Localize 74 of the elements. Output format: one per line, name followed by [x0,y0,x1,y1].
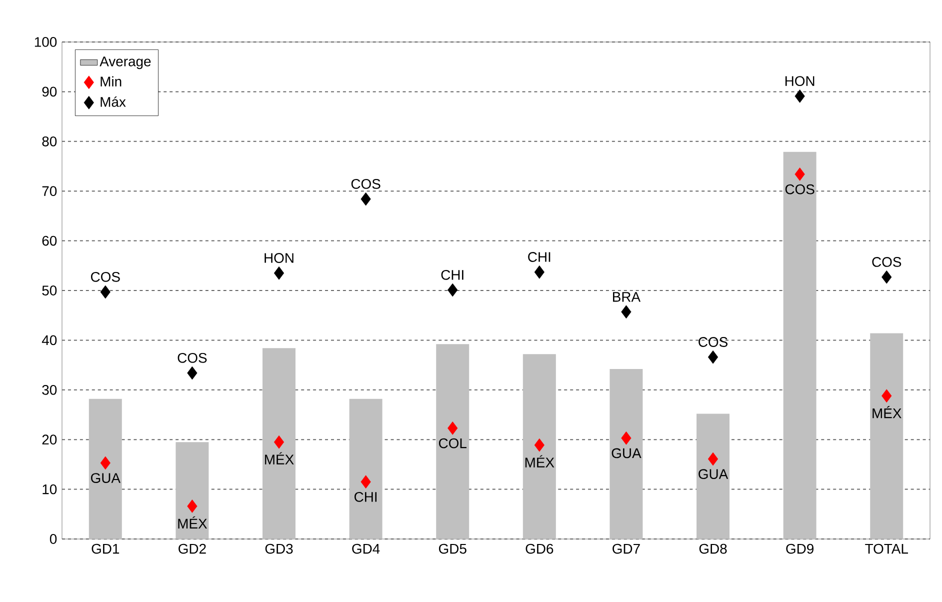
bar [262,348,296,539]
annotation: COS [178,352,207,363]
y-tick-label: 40 [42,335,57,346]
bar [522,354,556,539]
y-tick-label: 80 [42,136,57,146]
point [882,389,892,403]
annotation: COS [90,272,120,282]
point [360,475,371,489]
point [360,192,371,206]
x-tick-label: GD6 [526,544,554,554]
annotation: CHI [441,270,464,280]
annotation: GUA [698,469,728,480]
annotation: CHI [354,492,377,502]
y-tick-label: 20 [42,434,57,445]
point [794,168,805,181]
y-tick-label: 50 [42,286,57,296]
point [882,270,892,284]
y-tick-label: 0 [50,534,57,544]
x-tick-label: TOTAL [865,544,908,554]
x-tick-label: GD4 [352,544,380,554]
point [448,283,458,297]
y-tick-label: 90 [42,86,57,97]
annotation: MÉX [178,516,208,528]
bar [610,369,643,539]
annotation: HON [264,253,294,263]
legend-label: Máx [100,96,126,107]
point [274,435,284,449]
annotation: GUA [612,448,642,458]
annotation: COS [872,257,902,267]
bar [783,152,816,539]
y-tick-label: 70 [42,186,57,196]
y-tick-label: 10 [42,484,57,494]
bar [870,333,904,539]
point [448,421,458,435]
point [187,500,198,513]
point [534,438,544,452]
legend-label: Average [100,56,151,70]
x-tick-label: GD7 [612,544,640,554]
annotation: COS [785,184,814,194]
x-tick-label: GD5 [438,544,466,554]
bar [88,398,122,539]
bar [696,414,730,539]
y-tick-label: 100 [34,37,57,47]
x-tick-label: GD2 [178,544,206,554]
y-tick-label: 60 [42,236,57,246]
point [100,456,110,470]
point [534,265,544,279]
point [187,366,198,380]
annotation: MÉX [265,452,294,464]
point [100,285,110,299]
bar [349,398,382,539]
point [708,452,718,466]
annotation: COS [351,179,380,189]
x-tick-label: GD3 [265,544,293,554]
annotation: BRA [613,292,641,302]
annotation: COS [698,337,728,347]
x-tick-label: GD8 [699,544,727,554]
point [621,431,632,445]
point [708,350,718,364]
annotation: MÉX [872,406,902,418]
x-tick-label: GD9 [786,544,814,554]
x-tick-label: GD1 [92,544,120,554]
annotation: GUA [90,473,120,483]
y-tick-label: 30 [42,384,57,395]
annotation: MÉX [525,455,554,468]
annotation: CHI [528,252,550,262]
bar [436,344,470,539]
point [274,266,284,280]
bar [176,442,209,539]
point [621,305,632,319]
annotation: COL [438,438,466,448]
point [794,89,805,103]
annotation: HON [785,76,814,86]
legend-label: Min [100,76,122,86]
